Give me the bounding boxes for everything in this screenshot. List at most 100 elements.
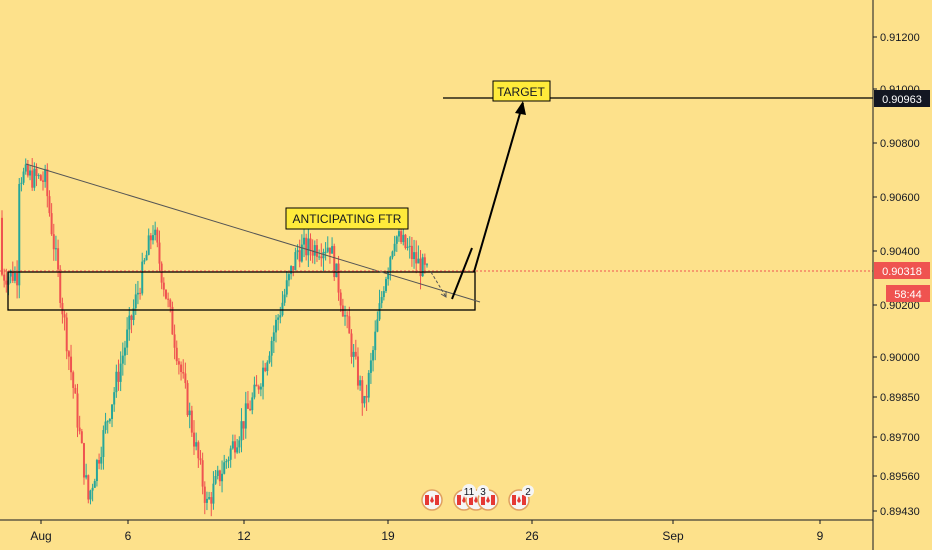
candle-body bbox=[395, 236, 398, 244]
candle-body bbox=[67, 351, 70, 357]
candle-body bbox=[255, 384, 258, 387]
candle-body bbox=[39, 175, 42, 181]
support-zone-box[interactable] bbox=[7, 271, 476, 311]
candle-body bbox=[193, 432, 196, 447]
candle-body bbox=[20, 182, 23, 184]
candle-body bbox=[119, 363, 122, 382]
candle-body bbox=[406, 246, 409, 248]
time-axis[interactable]: Aug 6 12 19 26 Sep 9 bbox=[0, 519, 873, 543]
price-axis[interactable]: 0.912000.910000.908000.906000.904000.902… bbox=[872, 0, 930, 550]
candle-body bbox=[365, 395, 368, 398]
y-tick-label: 0.89700 bbox=[880, 432, 920, 444]
candle-body bbox=[149, 235, 152, 241]
x-tick-label: 19 bbox=[381, 529, 395, 543]
candle-body bbox=[350, 333, 353, 357]
candle-body bbox=[231, 441, 234, 449]
candle-body bbox=[380, 297, 383, 304]
candle-body bbox=[26, 164, 29, 176]
candles-layer bbox=[1, 158, 428, 517]
candle-body bbox=[3, 274, 6, 281]
event-flags[interactable]: 11 3 2 bbox=[421, 484, 534, 511]
candle-body bbox=[266, 362, 269, 372]
candle-body bbox=[369, 360, 372, 373]
event-count-2: 2 bbox=[525, 487, 531, 498]
countdown-text: 58:44 bbox=[894, 289, 922, 301]
candle-body bbox=[182, 372, 185, 374]
canada-flag-icon[interactable] bbox=[421, 489, 443, 511]
candle-body bbox=[5, 280, 8, 285]
candle-body bbox=[18, 183, 21, 286]
candle-body bbox=[212, 483, 215, 504]
candle-body bbox=[300, 244, 303, 262]
candle-body bbox=[203, 486, 206, 503]
candle-body bbox=[115, 371, 118, 393]
anticipating-ftr-label[interactable]: ANTICIPATING FTR bbox=[285, 207, 409, 230]
candle-body bbox=[199, 458, 202, 461]
candle-body bbox=[9, 270, 12, 277]
candle-body bbox=[318, 256, 321, 258]
candle-body bbox=[320, 256, 323, 259]
descending-trendline[interactable] bbox=[25, 163, 481, 303]
candle-body bbox=[305, 237, 308, 256]
candle-body bbox=[63, 314, 66, 318]
candle-body bbox=[423, 257, 426, 265]
candle-body bbox=[285, 280, 288, 295]
target-text: TARGET bbox=[497, 85, 545, 99]
candle-body bbox=[264, 367, 267, 372]
candle-body bbox=[37, 175, 40, 177]
candle-body bbox=[361, 380, 364, 404]
projection-path[interactable] bbox=[430, 101, 526, 300]
candle-body bbox=[82, 443, 85, 478]
candle-body bbox=[31, 170, 34, 188]
candle-body bbox=[272, 332, 275, 341]
candle-body bbox=[238, 440, 241, 448]
candle-body bbox=[188, 410, 191, 416]
candle-body bbox=[162, 282, 165, 290]
candle-body bbox=[283, 294, 286, 303]
candle-body bbox=[70, 356, 73, 373]
candle-body bbox=[57, 248, 60, 270]
candle-body bbox=[311, 250, 314, 256]
candle-body bbox=[315, 245, 318, 257]
candle-body bbox=[374, 331, 377, 351]
candle-body bbox=[167, 298, 170, 300]
candle-body bbox=[404, 234, 407, 248]
candle-body bbox=[113, 392, 116, 405]
candle-body bbox=[141, 261, 144, 294]
candle-body bbox=[376, 319, 379, 332]
x-tick-label: 12 bbox=[237, 529, 251, 543]
candle-body bbox=[249, 408, 252, 411]
candle-body bbox=[281, 302, 284, 316]
target-price-text: 0.90963 bbox=[882, 94, 922, 106]
candle-body bbox=[33, 168, 36, 188]
current-price-text: 0.90318 bbox=[882, 266, 922, 278]
candle-body bbox=[227, 459, 230, 461]
candle-body bbox=[296, 250, 299, 253]
candle-body bbox=[307, 238, 310, 256]
candle-body bbox=[41, 180, 44, 182]
candle-body bbox=[270, 340, 273, 356]
x-tick-label: 9 bbox=[817, 529, 824, 543]
candle-body bbox=[123, 347, 126, 356]
candle-body bbox=[184, 373, 187, 384]
x-tick-label: 6 bbox=[125, 529, 132, 543]
candle-body bbox=[132, 308, 135, 320]
candle-body bbox=[61, 302, 64, 315]
target-price-marker[interactable]: 0.90963 bbox=[874, 90, 930, 107]
candle-body bbox=[111, 404, 114, 419]
candle-body bbox=[419, 258, 422, 277]
candle-body bbox=[156, 229, 159, 243]
y-tick-label: 0.90000 bbox=[880, 352, 920, 364]
candle-body bbox=[426, 264, 428, 266]
candle-body bbox=[253, 384, 256, 398]
candle-body bbox=[139, 292, 142, 294]
current-price-marker[interactable]: 0.90318 bbox=[874, 262, 930, 279]
candle-body bbox=[218, 470, 221, 482]
candle-body bbox=[400, 231, 403, 243]
candle-body bbox=[352, 351, 355, 357]
candle-body bbox=[48, 196, 51, 214]
candle-body bbox=[326, 247, 329, 252]
target-label[interactable]: TARGET bbox=[492, 80, 551, 102]
candle-body bbox=[186, 383, 189, 416]
